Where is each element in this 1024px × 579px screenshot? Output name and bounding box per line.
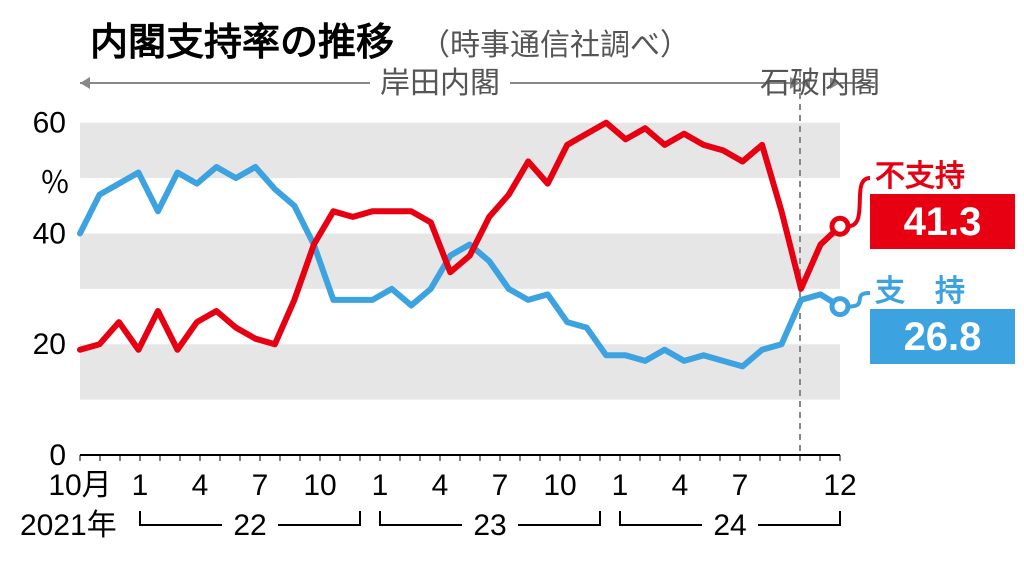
callout-connector xyxy=(848,178,870,226)
year-bracket xyxy=(278,511,360,525)
year-label: 23 xyxy=(473,509,506,542)
month-label: 1 xyxy=(612,469,629,502)
y-tick: 60 xyxy=(33,107,66,140)
series-end-marker xyxy=(832,299,848,315)
grid-band xyxy=(80,344,840,399)
segment-label: 石破内閣 xyxy=(760,67,880,100)
chart-subtitle: （時事通信社調べ） xyxy=(420,29,690,62)
month-label: 10月 xyxy=(48,469,111,502)
chart-svg: 内閣支持率の推移 （時事通信社調べ） 0 20 40 60 ％ 10月 1 4 7 10 1 4 7 10 1 4… xyxy=(0,0,1024,579)
month-label: 10 xyxy=(543,469,576,502)
y-unit: ％ xyxy=(40,167,70,200)
approval-chart: 内閣支持率の推移 （時事通信社調べ） 0 20 40 60 ％ 10月 1 4 7 10 1 4 7 10 1 4… xyxy=(0,0,1024,579)
month-label: 1 xyxy=(132,469,149,502)
year-bracket xyxy=(140,511,222,525)
year-bracket xyxy=(620,511,702,525)
callout-value-approve: 26.8 xyxy=(904,315,982,359)
chart-title: 内閣支持率の推移 xyxy=(90,22,394,64)
year-label: 22 xyxy=(233,509,266,542)
month-label: 7 xyxy=(252,469,269,502)
y-tick: 20 xyxy=(33,328,66,361)
series-end-marker xyxy=(832,218,848,234)
year-label: 24 xyxy=(713,509,746,542)
segment-label: 岸田内閣 xyxy=(380,67,500,100)
arrowhead-icon xyxy=(80,77,90,89)
year-bracket xyxy=(518,511,600,525)
year-bracket xyxy=(758,511,840,525)
month-label: 1 xyxy=(372,469,389,502)
y-tick: 40 xyxy=(33,217,66,250)
month-label: 4 xyxy=(192,469,209,502)
month-label: 12 xyxy=(823,469,856,502)
callout-value-disapprove: 41.3 xyxy=(904,200,982,244)
month-label: 4 xyxy=(432,469,449,502)
callout-label-disapprove: 不支持 xyxy=(875,160,965,193)
year-label: 2021年 xyxy=(20,509,117,542)
year-bracket xyxy=(380,511,462,525)
month-label: 7 xyxy=(492,469,509,502)
month-label: 10 xyxy=(303,469,336,502)
callout-connector xyxy=(848,293,870,307)
month-label: 4 xyxy=(672,469,689,502)
y-tick: 0 xyxy=(49,439,66,472)
callout-label-approve: 支 持 xyxy=(875,275,965,308)
month-label: 7 xyxy=(732,469,749,502)
